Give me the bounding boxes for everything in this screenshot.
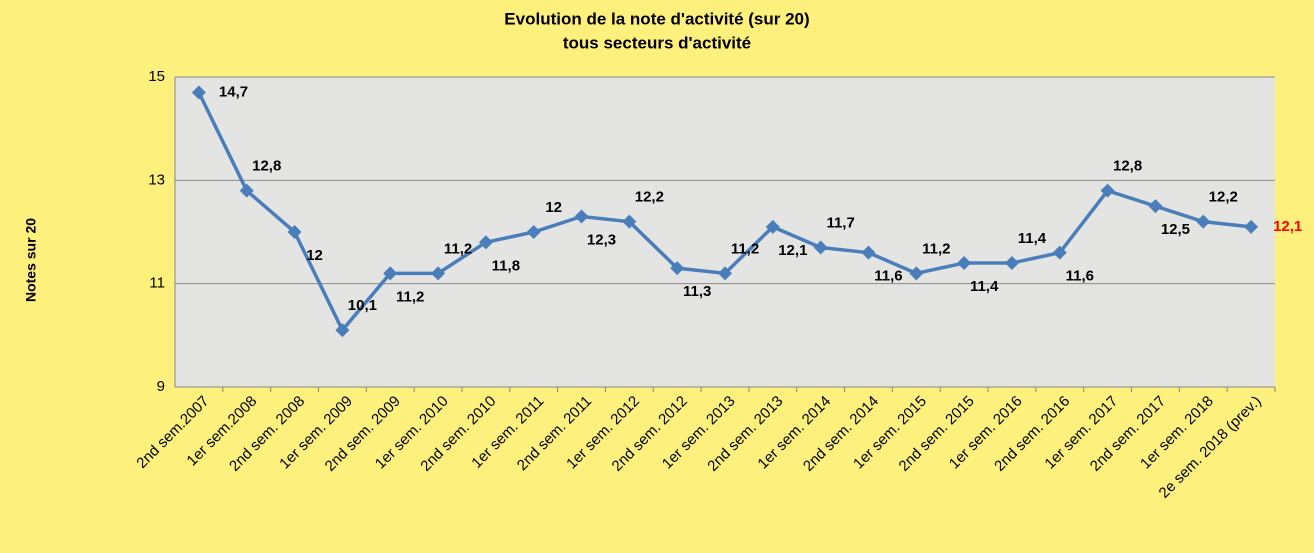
- data-label: 11,4: [1018, 230, 1047, 247]
- marker: [191, 85, 206, 100]
- y-tick-label: 9: [157, 378, 165, 395]
- chart-title: Evolution de la note d'activité (sur 20): [504, 9, 809, 28]
- marker: [287, 225, 302, 239]
- marker: [1004, 256, 1019, 270]
- data-label: 10,1: [348, 297, 377, 314]
- marker: [526, 225, 541, 239]
- marker: [813, 240, 828, 255]
- marker: [1244, 219, 1259, 234]
- data-label: 12,1: [778, 242, 807, 259]
- data-label: 11,7: [826, 214, 854, 231]
- marker: [718, 266, 732, 281]
- marker: [909, 266, 924, 281]
- marker: [383, 266, 398, 281]
- data-label: 11,2: [731, 240, 759, 257]
- data-label: 11,2: [396, 288, 424, 305]
- marker: [622, 214, 637, 229]
- y-axis-label: Notes sur 20: [23, 218, 39, 302]
- data-label: 11,8: [492, 257, 520, 274]
- marker: [1148, 199, 1163, 214]
- marker: [239, 183, 254, 198]
- marker: [957, 256, 972, 270]
- marker: [335, 323, 350, 338]
- plot-area: [175, 77, 1275, 387]
- data-label: 11,6: [1066, 268, 1094, 285]
- chart-subtitle: tous secteurs d'activité: [563, 33, 751, 52]
- marker: [478, 235, 493, 250]
- data-label: 12,2: [635, 189, 664, 206]
- marker: [861, 245, 876, 260]
- data-label: 11,2: [922, 240, 950, 257]
- data-label: 12,8: [252, 158, 281, 175]
- data-label: 11,2: [444, 240, 472, 257]
- marker: [1196, 214, 1211, 229]
- marker: [574, 209, 589, 224]
- data-label: 12,8: [1113, 158, 1142, 175]
- data-label: 11,4: [970, 278, 999, 295]
- data-label: 12,1: [1273, 218, 1302, 235]
- marker: [765, 219, 780, 234]
- data-label: 14,7: [219, 83, 248, 100]
- data-label: 12,3: [587, 231, 616, 248]
- data-label: 11,3: [683, 283, 711, 300]
- data-label: 11,6: [874, 268, 902, 285]
- data-label: 12,2: [1209, 189, 1238, 206]
- data-label: 12: [306, 247, 323, 264]
- marker: [431, 266, 446, 281]
- marker: [1100, 183, 1115, 198]
- y-tick-label: 15: [148, 68, 165, 85]
- data-label: 12,5: [1161, 221, 1190, 238]
- marker: [670, 261, 685, 276]
- marker: [1052, 245, 1067, 260]
- y-tick-label: 11: [149, 275, 165, 292]
- data-label: 12: [545, 199, 562, 216]
- y-tick-label: 13: [148, 171, 165, 188]
